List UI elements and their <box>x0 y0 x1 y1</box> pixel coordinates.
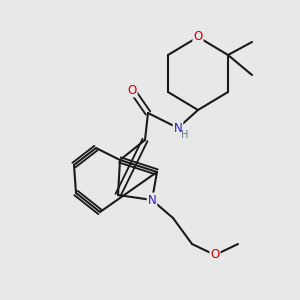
Text: O: O <box>128 83 136 97</box>
Text: N: N <box>174 122 182 134</box>
Text: N: N <box>148 194 156 206</box>
Text: H: H <box>181 130 188 140</box>
Text: O: O <box>210 248 220 262</box>
Text: O: O <box>194 31 202 44</box>
